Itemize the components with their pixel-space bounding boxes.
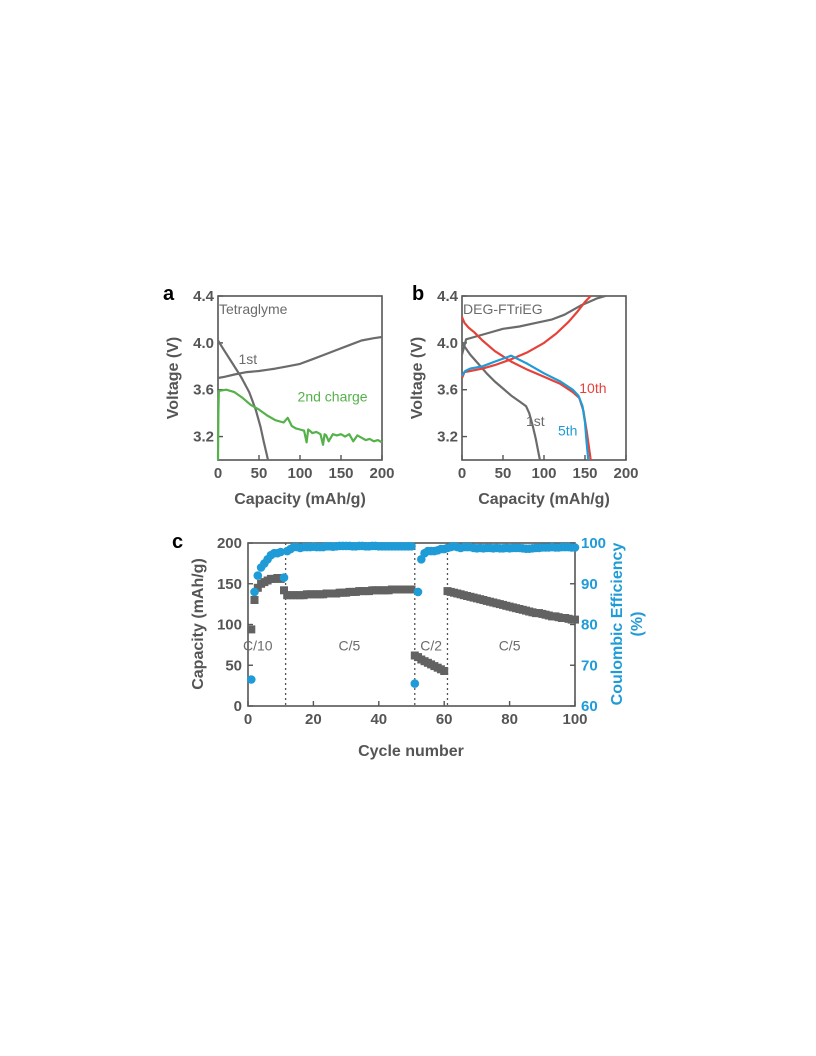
panel-b-chart: b 0 50 100 150 200 3.2 3.6 4.0 4.4 DEG-FTriEG 1s… [409,283,639,508]
panel-b-inset-label: DEG-FTriEG [463,301,543,317]
panel-c-y2-axis-title-line2: (%) [629,612,646,637]
y-tick-label: 100 [217,617,242,634]
y2-tick-label: 80 [581,617,598,634]
series-line-4 [461,354,590,461]
x-tick-label: 50 [251,465,268,482]
efficiency-point [276,547,286,557]
series-line-2 [460,295,592,379]
y-tick-label: 3.2 [193,429,214,446]
x-tick-label: 100 [562,711,587,728]
y-tick-label: 4.4 [437,288,459,305]
curve-annotation: 1st [526,413,545,429]
y2-tick-label: 70 [581,657,598,674]
x-tick-label: 150 [572,465,597,482]
x-tick-label: 0 [458,465,466,482]
panel-c-label: c [172,531,183,553]
series-line-2 [216,388,383,461]
y-tick-label: 0 [234,698,242,715]
efficiency-point [250,587,259,597]
y-tick-label: 3.2 [437,429,458,446]
series-line-1 [217,339,270,461]
panel-b-y-axis-title: Voltage (V) [409,337,426,419]
panel-c-x-axis-title: Cycle number [358,743,464,760]
x-tick-label: 100 [287,465,312,482]
x-tick-label: 100 [531,465,556,482]
y2-tick-label: 90 [581,576,598,593]
x-tick-label: 0 [214,465,222,482]
panel-c-y2-axis-title-line1: Coulombic Efficiency [609,543,626,706]
curve-annotation: 1st [239,351,258,367]
rate-label: C/5 [499,638,521,654]
y-tick-label: 4.0 [193,335,214,352]
y-tick-label: 3.6 [193,382,214,399]
capacity-point [407,585,416,594]
y-tick-label: 150 [217,576,242,593]
capacity-point [571,615,579,624]
y-tick-label: 50 [225,657,242,674]
capacity-point [247,625,256,634]
y-tick-label: 3.6 [437,382,458,399]
efficiency-point [253,571,263,580]
efficiency-point [410,679,420,688]
series-line-0 [217,335,383,380]
panel-a-chart: a 0 50 100 150 200 3.2 3.6 4.0 4.4 Tetraglyme 1s… [163,283,395,508]
panel-a-inset-label: Tetraglyme [219,301,288,317]
rate-label: C/2 [420,638,442,654]
curve-annotation: 10th [579,380,606,396]
series-line-1 [461,342,541,461]
rate-label: C/5 [338,638,360,654]
y2-tick-label: 100 [581,535,606,552]
panel-a-y-axis-title: Voltage (V) [165,337,182,419]
x-tick-label: 20 [305,711,322,728]
x-tick-label: 150 [328,465,353,482]
x-tick-label: 0 [244,711,252,728]
y-tick-label: 200 [217,535,242,552]
x-tick-label: 50 [495,465,512,482]
efficiency-point [407,542,416,551]
capacity-point [250,596,259,604]
efficiency-point [570,543,580,552]
y-tick-label: 4.4 [193,288,215,305]
series-line-0 [460,294,606,355]
panel-c-y-axis-title: Capacity (mAh/g) [190,558,207,690]
panel-a-label: a [163,283,175,305]
capacity-point [280,586,288,595]
x-tick-label: 200 [613,465,638,482]
capacity-point [440,667,449,675]
panel-b-label: b [412,283,424,305]
efficiency-point [247,675,256,684]
x-tick-label: 80 [501,711,518,728]
panel-c-chart: c 0 20 40 60 80 100 0 50 100 150 200 60 70 80 90 100 C/… [172,531,646,760]
curve-annotation: 2nd charge [298,388,368,404]
y-tick-label: 4.0 [437,335,458,352]
rate-label: C/10 [243,638,273,654]
panel-a-x-axis-title: Capacity (mAh/g) [234,491,366,508]
x-tick-label: 200 [369,465,394,482]
y2-tick-label: 60 [581,698,598,715]
efficiency-point [279,573,289,582]
x-tick-label: 60 [436,711,453,728]
x-tick-label: 40 [370,711,387,728]
curve-annotation: 5th [558,422,577,438]
efficiency-point [413,587,423,597]
panel-b-x-axis-title: Capacity (mAh/g) [478,491,610,508]
